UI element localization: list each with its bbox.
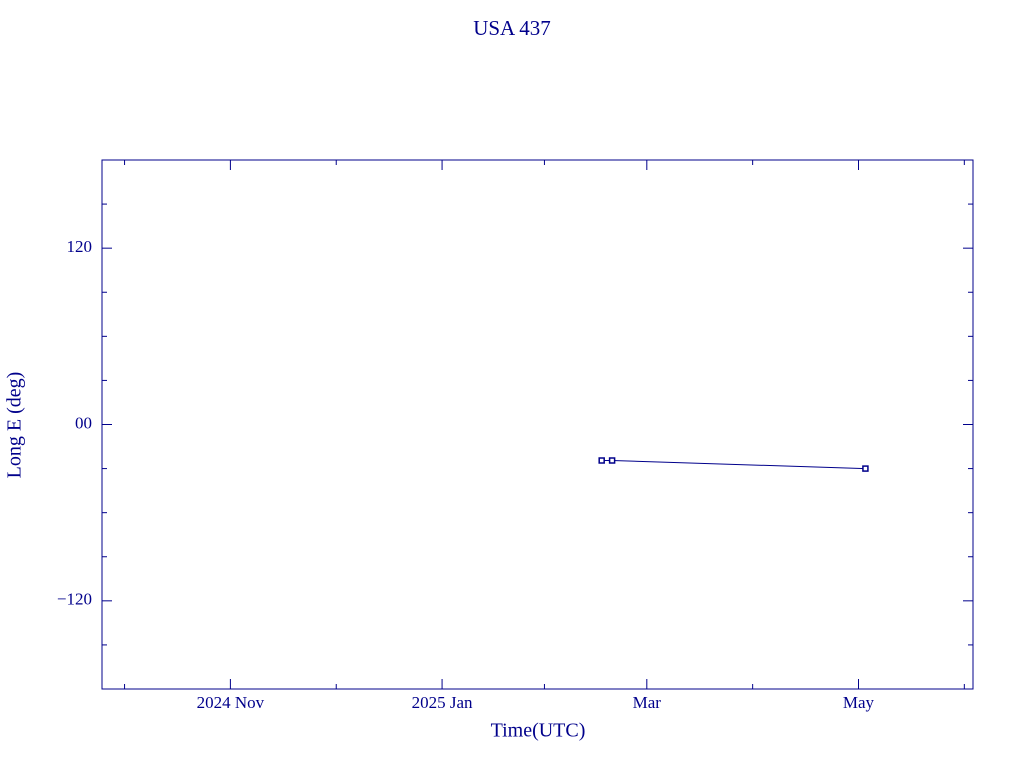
x-tick-label: 2024 Nov xyxy=(197,693,265,712)
point xyxy=(608,457,616,464)
series-line xyxy=(601,460,866,470)
x-axis-label: Time(UTC) xyxy=(491,720,586,742)
plot-frame xyxy=(101,159,974,690)
point xyxy=(598,457,605,464)
x-tick-label: May xyxy=(843,693,875,712)
y-axis-label: Long E (deg) xyxy=(4,372,26,479)
chart-title: USA 437 xyxy=(473,16,551,40)
y-tick-label: 120 xyxy=(67,237,93,256)
y-tick-label: 00 xyxy=(75,413,92,432)
x-tick-label: Mar xyxy=(633,693,662,712)
y-tick-label: −120 xyxy=(57,590,92,609)
point xyxy=(862,465,869,472)
x-tick-label: 2025 Jan xyxy=(412,693,473,712)
